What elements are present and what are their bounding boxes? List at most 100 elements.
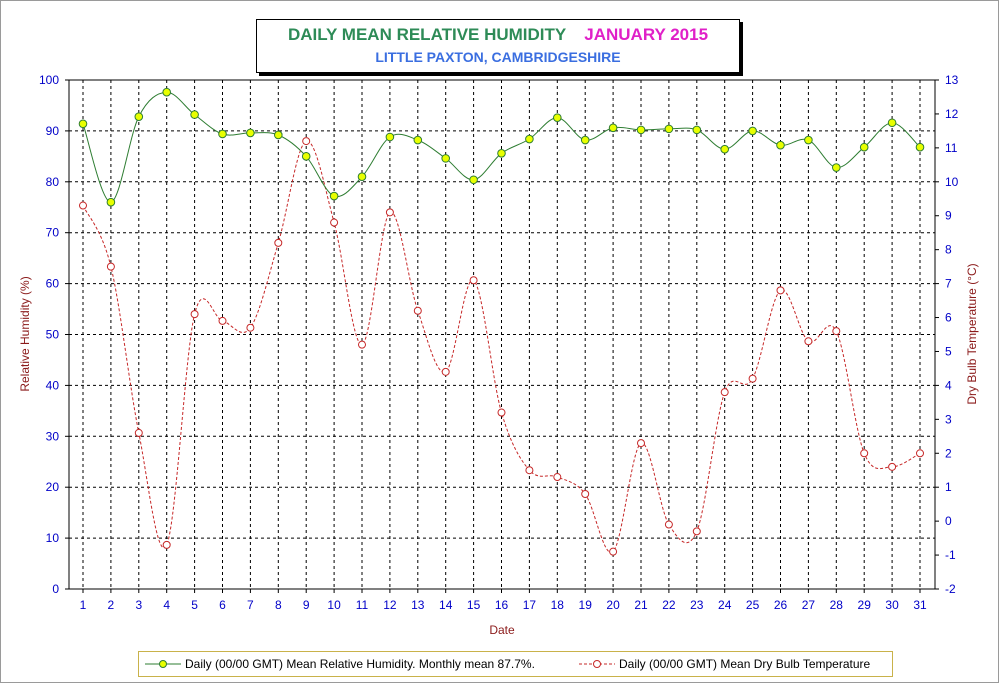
x-tick-label: 29 <box>858 598 872 612</box>
humidity-point <box>720 144 730 154</box>
temperature-point <box>79 201 87 210</box>
temperature-point <box>106 262 115 271</box>
legend-temperature-swatch <box>579 660 615 668</box>
humidity-point <box>134 112 144 121</box>
humidity-point <box>162 87 171 97</box>
temperature-point <box>413 306 422 315</box>
humidity-point <box>580 135 590 145</box>
y-right-tick-label: 8 <box>945 243 952 257</box>
temperature-point <box>274 238 283 247</box>
y-right-tick-label: 12 <box>945 107 959 121</box>
humidity-point <box>78 119 88 129</box>
humidity-point <box>469 175 478 185</box>
temperature-point <box>246 323 255 332</box>
temperature-point <box>637 439 645 448</box>
temperature-point <box>358 340 366 349</box>
y-left-tick-label: 90 <box>46 124 60 138</box>
x-tick-label: 25 <box>746 598 760 612</box>
x-tick-label: 7 <box>247 598 254 612</box>
humidity-point <box>915 142 925 152</box>
temperature-point <box>553 473 562 482</box>
humidity-point <box>357 172 367 182</box>
x-tick-label: 17 <box>523 598 537 612</box>
humidity-point <box>413 135 423 145</box>
humidity-point <box>887 118 897 128</box>
temperature-point <box>888 462 897 471</box>
chart-legend: Daily (00/00 GMT) Mean Relative Humidity… <box>138 651 893 677</box>
temperature-point <box>190 310 199 319</box>
x-tick-label: 10 <box>327 598 341 612</box>
x-tick-label: 12 <box>383 598 397 612</box>
x-axis-label: Date <box>489 623 515 637</box>
humidity-point <box>329 191 339 201</box>
x-tick-label: 14 <box>439 598 453 612</box>
humidity-point <box>748 126 757 136</box>
humidity-point <box>246 128 255 138</box>
temperature-point <box>609 547 618 556</box>
y-left-tick-label: 50 <box>46 328 60 342</box>
y-right-tick-label: 3 <box>945 412 952 426</box>
temperature-point <box>692 527 701 536</box>
x-tick-label: 11 <box>356 598 369 612</box>
x-tick-label: 27 <box>802 598 816 612</box>
x-tick-label: 2 <box>108 598 115 612</box>
temperature-point <box>134 428 143 437</box>
legend-item-temperature: Daily (00/00 GMT) Mean Dry Bulb Temperat… <box>579 652 870 676</box>
y-left-tick-label: 70 <box>46 226 60 240</box>
y-right-tick-label: -1 <box>945 548 956 562</box>
temperature-point <box>776 286 785 295</box>
y-axis-left-label: Relative Humidity (%) <box>18 276 32 391</box>
y-right-tick-label: 13 <box>945 73 959 87</box>
temperature-point <box>581 489 590 498</box>
x-tick-label: 3 <box>135 598 142 612</box>
y-left-tick-label: 30 <box>46 429 60 443</box>
temperature-point <box>162 540 171 549</box>
y-left-tick-label: 10 <box>46 531 60 545</box>
temperature-point <box>720 388 729 397</box>
humidity-point <box>553 113 562 122</box>
temperature-point <box>385 208 394 217</box>
humidity-point <box>497 148 506 158</box>
temperature-point <box>525 466 534 475</box>
y-left-tick-label: 20 <box>46 480 60 494</box>
y-left-tick-label: 40 <box>46 378 60 392</box>
x-tick-label: 18 <box>551 598 565 612</box>
temperature-point <box>804 337 813 346</box>
temperature-point <box>330 218 339 227</box>
temperature-point <box>497 408 506 417</box>
temperature-point <box>832 327 841 336</box>
legend-temperature-label: Daily (00/00 GMT) Mean Dry Bulb Temperat… <box>619 657 871 671</box>
y-right-tick-label: 7 <box>945 277 952 291</box>
humidity-point <box>832 163 841 172</box>
x-tick-label: 8 <box>275 598 282 612</box>
y-right-tick-label: 9 <box>945 209 952 223</box>
y-right-tick-label: 5 <box>945 344 952 358</box>
x-tick-label: 4 <box>163 598 170 612</box>
y-left-tick-label: 80 <box>46 175 60 189</box>
y-right-tick-label: 4 <box>945 378 952 392</box>
grid-lines <box>69 80 935 589</box>
humidity-point <box>608 123 618 133</box>
humidity-point <box>692 125 702 135</box>
temperature-point <box>469 276 478 285</box>
x-tick-label: 23 <box>690 598 704 612</box>
humidity-point <box>106 197 116 207</box>
y-left-tick-label: 100 <box>39 73 59 87</box>
humidity-point <box>776 140 785 150</box>
chart-title-box: DAILY MEAN RELATIVE HUMIDITY JANUARY 2015… <box>256 19 740 73</box>
x-tick-label: 21 <box>634 598 648 612</box>
chart-subtitle: LITTLE PAXTON, CAMBRIDGESHIRE <box>375 49 621 65</box>
legend-humidity-label: Daily (00/00 GMT) Mean Relative Humidity… <box>185 657 535 671</box>
x-tick-label: 30 <box>885 598 899 612</box>
humidity-point <box>636 125 646 135</box>
y-right-tick-label: 0 <box>945 514 952 528</box>
y-left-tick-label: 0 <box>52 582 59 596</box>
x-tick-label: 5 <box>191 598 198 612</box>
y-right-tick-label: 2 <box>945 446 952 460</box>
y-axis-right-label: Dry Bulb Temperature (°C) <box>965 263 979 404</box>
temperature-point <box>302 137 311 146</box>
chart-title-date: JANUARY 2015 <box>584 25 709 44</box>
temperature-point <box>441 367 450 376</box>
